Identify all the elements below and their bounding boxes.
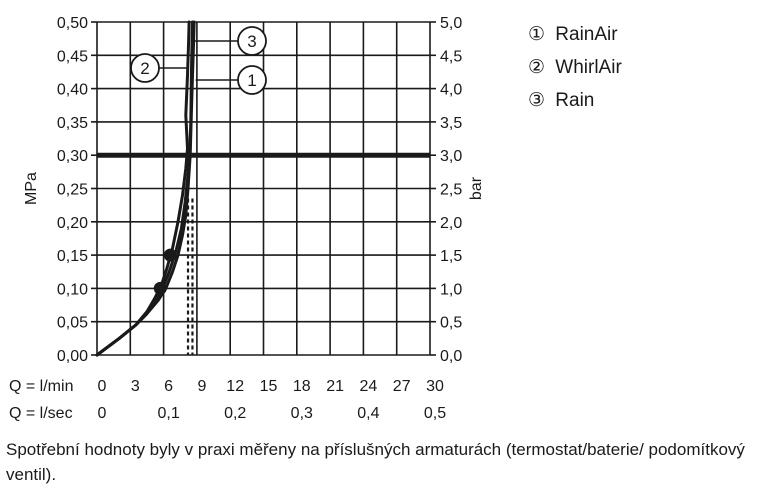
left-axis-tick-label: 0,50	[57, 15, 88, 32]
right-axis-tick-label: 0,5	[440, 315, 462, 332]
caption: Spotřební hodnoty byly v praxi měřeny na…	[6, 440, 745, 484]
callout-number-rainair: 1	[247, 71, 256, 90]
x-axis-lmin-tick-label: 0	[98, 378, 107, 395]
x-axis-lmin-tick-label: 15	[260, 378, 278, 395]
callout-bubble	[237, 65, 267, 95]
callout-number-rain: 3	[247, 32, 256, 51]
left-axis-tick-label: 0,40	[57, 82, 88, 99]
callout-number-whirlair: 2	[140, 59, 149, 78]
left-axis-tick-label: 0,45	[57, 48, 88, 65]
legend: ① RainAir ② WhirlAir ③ Rain	[528, 18, 622, 117]
left-axis-tick-label: 0,35	[57, 115, 88, 132]
x-axis-lmin-tick-label: 24	[360, 378, 378, 395]
left-axis-tick-label: 0,10	[57, 281, 88, 298]
x-axis-lmin-tick-label: 3	[131, 378, 140, 395]
x-axis-lmin-tick-label: 18	[293, 378, 311, 395]
x-axis-lsec-tick-label: 0,3	[291, 405, 313, 422]
legend-number-2: ②	[528, 57, 546, 78]
right-axis-label: bar	[468, 176, 485, 200]
left-axis-label: MPa	[23, 172, 40, 205]
x-axis-row2-label: Q = l/sec	[9, 405, 73, 422]
pressure-flow-chart: 0,000,050,100,150,200,250,300,350,400,45…	[9, 15, 485, 422]
data-point-marker	[153, 281, 167, 295]
x-axis-lsec-tick-label: 0	[98, 405, 107, 422]
right-axis-tick-label: 2,5	[440, 182, 462, 199]
right-axis-tick-label: 4,5	[440, 48, 462, 65]
data-point-marker	[163, 248, 177, 262]
callout-bubble	[237, 26, 267, 56]
x-axis-lmin-tick-label: 27	[393, 378, 411, 395]
x-axis-lmin-tick-label: 30	[426, 378, 444, 395]
legend-number-3: ③	[528, 90, 546, 111]
callout-bubble	[130, 53, 160, 83]
legend-item-rain: ③ Rain	[528, 84, 622, 117]
x-axis-lmin-tick-label: 9	[197, 378, 206, 395]
left-axis-tick-label: 0,05	[57, 315, 88, 332]
legend-label-whirlair: WhirlAir	[555, 57, 622, 78]
left-axis-tick-label: 0,00	[57, 348, 88, 365]
right-axis-tick-label: 5,0	[440, 15, 462, 32]
legend-item-rainair: ① RainAir	[528, 18, 622, 51]
series-line-rain	[95, 20, 194, 357]
x-axis-lmin-tick-label: 12	[226, 378, 244, 395]
x-axis-lsec-tick-label: 0,5	[424, 405, 446, 422]
right-axis-tick-label: 1,5	[440, 248, 462, 265]
left-axis-tick-label: 0,20	[57, 215, 88, 232]
left-axis-tick-label: 0,15	[57, 248, 88, 265]
right-axis-tick-label: 4,0	[440, 82, 462, 99]
left-axis-tick-label: 0,30	[57, 148, 88, 165]
x-axis-lsec-tick-label: 0,2	[224, 405, 246, 422]
left-axis-tick-label: 0,25	[57, 182, 88, 199]
right-axis-tick-label: 0,0	[440, 348, 462, 365]
legend-label-rainair: RainAir	[555, 24, 618, 45]
x-axis-row1-label: Q = l/min	[9, 378, 73, 395]
legend-label-rain: Rain	[555, 90, 595, 111]
right-axis-tick-label: 2,0	[440, 215, 462, 232]
x-axis-lmin-tick-label: 6	[164, 378, 173, 395]
x-axis-lsec-tick-label: 0,4	[357, 405, 379, 422]
right-axis-tick-label: 1,0	[440, 281, 462, 298]
right-axis-tick-label: 3,0	[440, 148, 462, 165]
x-axis-lmin-tick-label: 21	[326, 378, 344, 395]
legend-number-1: ①	[528, 24, 546, 45]
legend-item-whirlair: ② WhirlAir	[528, 51, 622, 84]
right-axis-tick-label: 3,5	[440, 115, 462, 132]
x-axis-lsec-tick-label: 0,1	[157, 405, 179, 422]
